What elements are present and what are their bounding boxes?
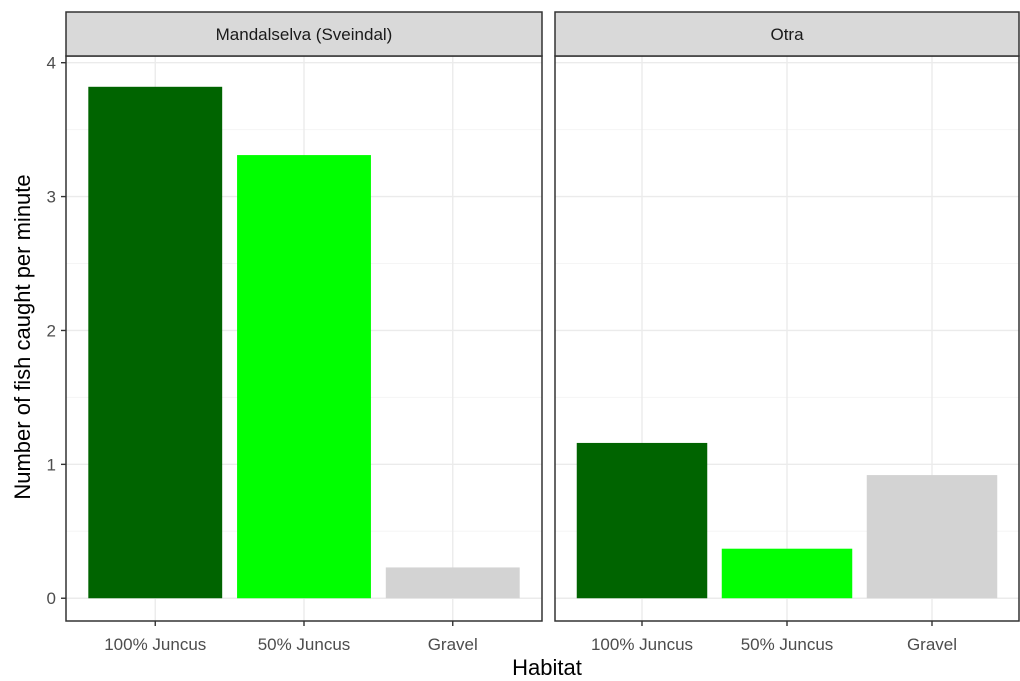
y-tick-label: 0	[47, 589, 56, 608]
x-tick-label: 100% Juncus	[104, 635, 206, 654]
y-tick-label: 3	[47, 188, 56, 207]
x-tick-label: Gravel	[428, 635, 478, 654]
x-axis-title: Habitat	[512, 655, 582, 680]
bar-gravel-2	[866, 475, 998, 599]
panels: Mandalselva (Sveindal) 100% Juncus 50% Jun…	[65, 11, 1020, 654]
bar-50-juncus-1	[237, 155, 371, 599]
y-axis-title: Number of fish caught per minute	[10, 174, 35, 499]
bar-50-juncus-2	[721, 548, 853, 599]
x-tick-label: 50% Juncus	[258, 635, 351, 654]
x-tick-label: 100% Juncus	[591, 635, 693, 654]
panel-2: Otra 100% Juncus 50% Juncus Gravel	[554, 11, 1020, 654]
facet-strip-label: Otra	[770, 25, 804, 44]
y-tick-label: 2	[47, 321, 56, 340]
y-axis: 0 1 2 3 4	[47, 54, 66, 608]
bar-100-juncus-2	[576, 442, 708, 599]
x-tick-label: 50% Juncus	[741, 635, 834, 654]
bar-gravel-1	[385, 567, 520, 599]
facet-strip-label: Mandalselva (Sveindal)	[216, 25, 393, 44]
y-tick-label: 4	[47, 54, 56, 73]
bar-100-juncus-1	[88, 86, 223, 599]
x-tick-label: Gravel	[907, 635, 957, 654]
facet-strip	[554, 11, 1020, 57]
y-tick-label: 1	[47, 455, 56, 474]
panel-1: Mandalselva (Sveindal) 100% Juncus 50% Jun…	[65, 11, 543, 654]
facet-strip	[65, 11, 543, 57]
